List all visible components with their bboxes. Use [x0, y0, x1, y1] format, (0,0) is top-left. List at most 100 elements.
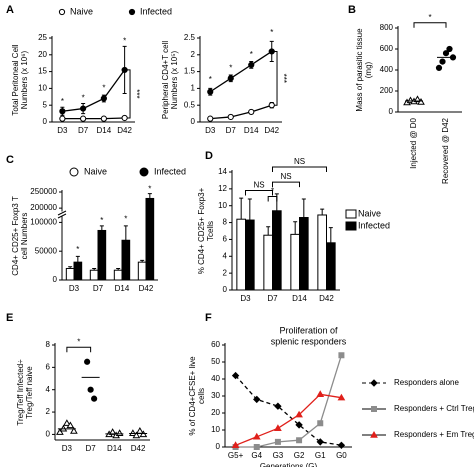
- error-bar: [239, 197, 244, 220]
- y-axis-label: Numbers (x 10⁶): [20, 50, 29, 109]
- y-tick-label: 0: [43, 117, 48, 126]
- line: [209, 50, 273, 93]
- x-tick-label: D3: [57, 126, 68, 135]
- x-tick-label: G5+: [228, 451, 244, 460]
- chart-title: Proliferation of: [279, 325, 338, 335]
- annotation: *: [271, 187, 274, 196]
- y-tick-label: 600: [380, 44, 394, 53]
- x-tick-label: D3: [69, 284, 80, 293]
- error-bar: [247, 198, 252, 221]
- y-tick-label: 2: [46, 407, 51, 416]
- y-axis-label: CD4+ CD25+ Foxp3 T: [11, 196, 20, 276]
- marker: [295, 410, 303, 418]
- y-tick-label: 14: [218, 167, 227, 176]
- legend-label: Infected: [358, 220, 390, 230]
- marker: [59, 115, 66, 122]
- y-tick-label: 8: [223, 218, 228, 227]
- marker: [337, 393, 346, 401]
- marker: [58, 8, 66, 16]
- x-tick-label: D3: [62, 444, 73, 453]
- marker: [84, 358, 91, 365]
- marker: [91, 395, 98, 402]
- y-axis-label: (mg): [364, 61, 373, 78]
- marker: [252, 432, 261, 440]
- y-tick-label: 0.5: [184, 100, 196, 109]
- line: [235, 355, 343, 448]
- bracket: [127, 69, 131, 119]
- y-tick-label: 12: [218, 184, 227, 193]
- y-tick-label: 40: [211, 374, 220, 383]
- error-bar: [99, 225, 104, 231]
- bracket: [245, 190, 273, 196]
- x-tick-label: D14: [292, 294, 307, 303]
- y-tick-label: 4: [46, 385, 51, 394]
- panel-label: F: [205, 312, 212, 324]
- error-bar: [293, 221, 298, 235]
- marker: [316, 390, 325, 397]
- marker: [413, 95, 422, 103]
- bar: [326, 242, 336, 291]
- annotation: *: [77, 337, 80, 346]
- y-tick-label: 2.5: [184, 33, 196, 42]
- bracket: [66, 346, 92, 353]
- error-bar: [320, 208, 325, 215]
- x-tick-label: D42: [139, 284, 154, 293]
- y-axis-label: Numbers (x 10⁵): [170, 50, 179, 109]
- y-axis-label: cells: [197, 388, 206, 404]
- x-tick-label: D14: [97, 126, 112, 135]
- panel-label: D: [205, 150, 213, 162]
- marker: [227, 75, 234, 82]
- marker: [274, 402, 282, 410]
- bracket: [272, 181, 300, 188]
- y-tick-label: 20: [38, 50, 47, 59]
- marker: [338, 352, 345, 359]
- y-tick-label: 10: [218, 201, 227, 210]
- axis-break: [57, 210, 67, 216]
- x-tick-label: D7: [93, 284, 104, 293]
- y-tick-label: 2: [191, 50, 196, 59]
- x-tick-label: D3: [205, 126, 216, 135]
- y-tick-label: 10: [38, 84, 47, 93]
- y-tick-label: 0: [223, 285, 228, 294]
- y-tick-label: 15: [38, 67, 47, 76]
- marker: [317, 420, 324, 427]
- x-tick-label: D7: [267, 294, 278, 303]
- marker: [248, 61, 255, 68]
- legend-label: Naive: [70, 6, 93, 16]
- error-bar: [266, 226, 271, 236]
- y-tick-label: 250000: [30, 187, 57, 196]
- x-tick-label: D7: [86, 444, 97, 453]
- marker: [295, 421, 303, 429]
- annotation: *: [250, 50, 253, 59]
- y-axis-label: cell Numbers: [20, 213, 29, 260]
- y-tick-label: 0: [389, 107, 394, 116]
- y-tick-label: 50: [211, 357, 220, 366]
- marker: [80, 115, 87, 122]
- marker: [63, 419, 71, 426]
- bar: [89, 269, 99, 281]
- y-tick-label: 0: [191, 117, 196, 126]
- legend-swatch: [345, 221, 357, 231]
- y-axis-label: Total Peritoneal Cell: [11, 44, 20, 115]
- panel-label: C: [6, 154, 14, 166]
- y-tick-label: 8: [46, 340, 51, 349]
- annotation: *: [102, 84, 105, 93]
- error-bar: [328, 227, 333, 243]
- error-bar: [147, 193, 152, 199]
- line: [210, 104, 272, 120]
- bar: [299, 217, 309, 291]
- legend-label: Naive: [358, 208, 381, 218]
- y-axis-label: Tcells: [206, 221, 215, 241]
- x-tick-label: D42: [319, 294, 334, 303]
- y-tick-label: 6: [46, 362, 51, 371]
- axis-break: [57, 213, 67, 219]
- annotation: *: [270, 28, 273, 37]
- marker: [70, 427, 78, 434]
- bar: [290, 233, 300, 291]
- panel-label: E: [6, 312, 13, 324]
- marker: [296, 437, 303, 444]
- y-tick-label: 30: [211, 391, 220, 400]
- marker: [253, 444, 260, 450]
- y-axis-label: Treg/Teff Infected÷: [16, 359, 25, 426]
